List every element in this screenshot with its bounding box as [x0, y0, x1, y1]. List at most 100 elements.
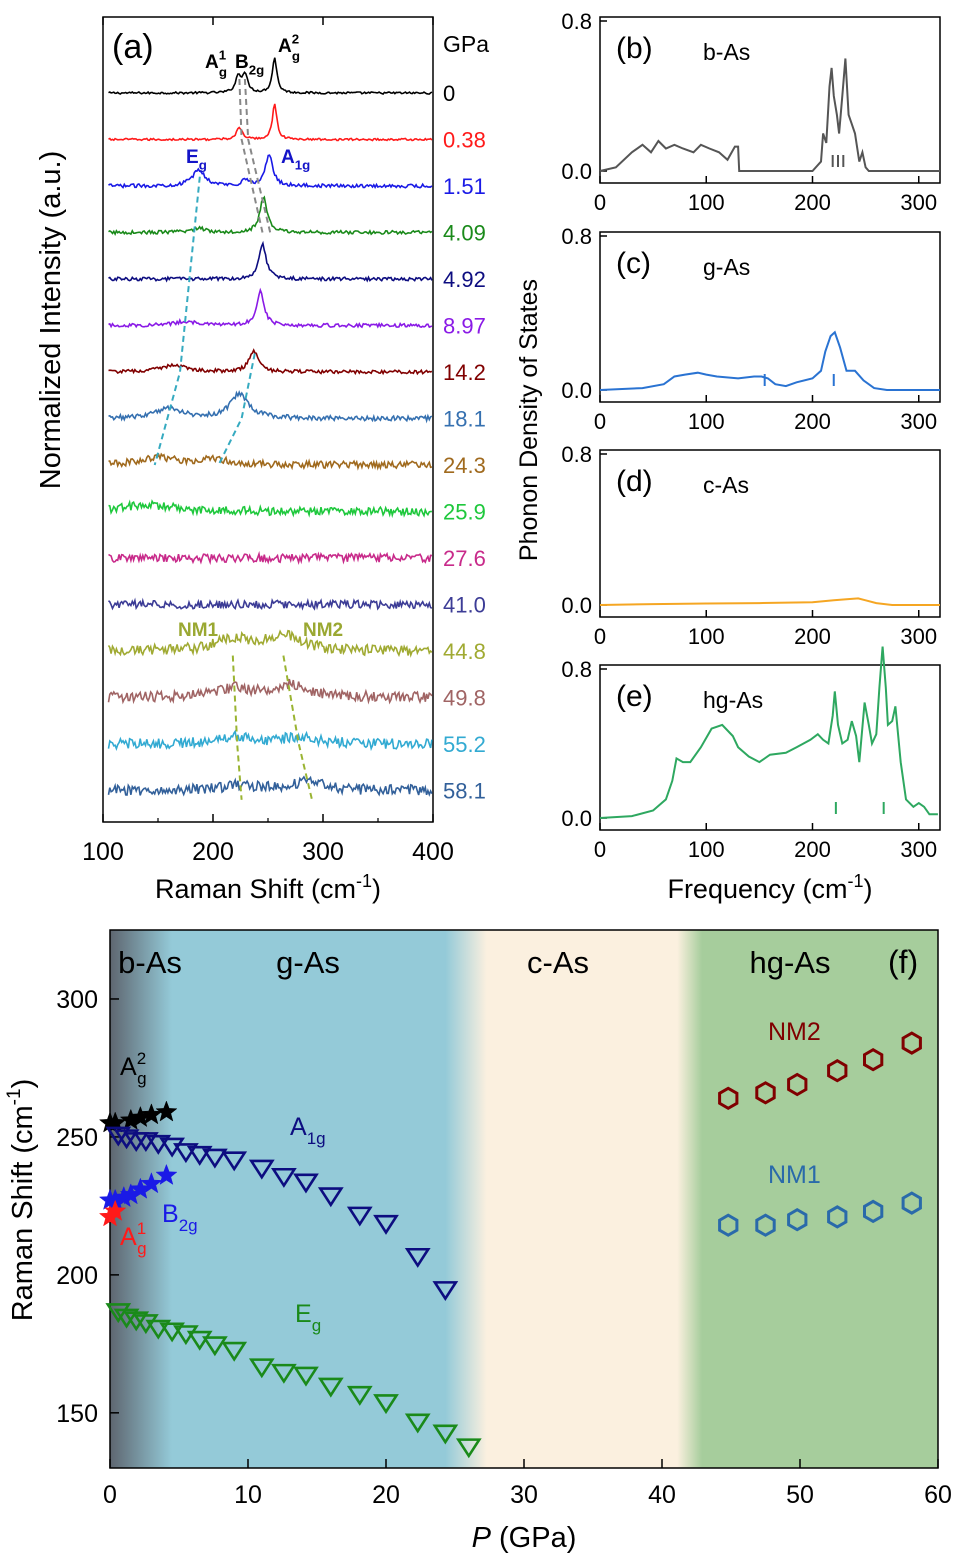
series-label-E_g: Eg: [295, 1300, 321, 1335]
panel-f-y-axis-label: Raman Shift (cm-1): [4, 1079, 39, 1322]
panel-a-x-tick-label: 100: [82, 838, 124, 866]
panel-f-x-tick-label: 0: [103, 1481, 117, 1509]
panel-a-tag: (a): [112, 28, 154, 66]
dos-panel-frame: [599, 231, 941, 403]
panel-f-series: [98, 1031, 922, 1459]
panel-a-x-tick-label: 200: [192, 838, 234, 866]
point-NM2: [755, 1081, 776, 1105]
pressure-label: 4.92: [443, 267, 486, 292]
point-E_g: [221, 1341, 248, 1362]
panel-f-tag: (f): [888, 944, 918, 980]
dos-y-tick-label: 0.0: [561, 593, 592, 618]
point-E_g: [455, 1438, 482, 1459]
panel-a-x-tick-label: 400: [412, 838, 454, 866]
phase-label-g-As: g-As: [276, 945, 340, 980]
panel-f-phase-background: [110, 930, 938, 1468]
panel-f-series-labels: A2 g B2g A1 g A1g Eg NM2 NM1: [120, 1018, 821, 1335]
dos-x-tick-label: 200: [794, 624, 831, 649]
panel-f-x-tick-label: 10: [234, 1481, 262, 1509]
point-A_g^2: [155, 1100, 178, 1122]
spectrum-0-gpa: [108, 57, 433, 95]
dos-panel-tag: (b): [616, 32, 653, 65]
mode-label-nm1: NM1: [178, 620, 219, 641]
dos-y-tick-label: 0.8: [561, 224, 592, 249]
point-A_1g: [317, 1187, 344, 1208]
dos-x-tick-label: 0: [594, 624, 606, 649]
point-NM2: [863, 1047, 884, 1072]
point-A_1g: [186, 1145, 213, 1166]
spectrum-24.3-gpa: [108, 452, 433, 471]
dos-phase-name: c-As: [703, 472, 749, 498]
spectrum-8.97-gpa: [108, 287, 433, 329]
dos-panel-frame: [599, 449, 941, 618]
point-B_2g: [155, 1163, 178, 1185]
pressure-label: 49.8: [443, 686, 486, 711]
spectrum-49.8-gpa: [107, 678, 433, 705]
phase-label-c-As: c-As: [527, 945, 589, 980]
spectrum-25.9-gpa: [108, 499, 433, 519]
spectrum-1.51-gpa: [108, 154, 433, 190]
panel-a-unit-label: GPa: [443, 31, 489, 57]
panel-f-x-tick-label: 60: [924, 1481, 952, 1509]
panel-a-x-ticks: 100 200 300 400: [82, 17, 454, 866]
phase-label-hg-As: hg-As: [750, 945, 831, 980]
panel-f-x-tick-label: 30: [510, 1481, 538, 1509]
panel-a-frame: [102, 16, 434, 823]
panel-a-y-axis-label: Normalized Intensity (a.u.): [35, 151, 67, 489]
dos-panel-b-As: 0 100 200 300 0.0 0.8 (b) b-As: [561, 9, 941, 215]
dos-x-tick-label: 300: [900, 409, 937, 434]
point-A_1g: [270, 1167, 297, 1188]
point-NM1: [755, 1213, 776, 1237]
pressure-label: 0: [443, 81, 455, 106]
phase-label-b-As: b-As: [118, 945, 182, 980]
dos-x-tick-label: 300: [900, 624, 937, 649]
spectrum-44.8-gpa: [107, 629, 433, 658]
dos-x-axis-label: Frequency (cm-1): [667, 871, 872, 904]
panel-dos: 0 100 200 300 0.0 0.8 (b) b-As 0 100 200 300 0.0 0.8 (…: [515, 9, 941, 904]
series-label-A_g^2: A2 g: [120, 1049, 147, 1088]
point-NM1: [863, 1199, 884, 1224]
dos-x-tick-label: 300: [900, 837, 937, 862]
panel-f-x-tick-label: 40: [648, 1481, 676, 1509]
panel-f-x-tick-label: 20: [372, 1481, 400, 1509]
point-E_g: [201, 1336, 228, 1357]
point-NM1: [901, 1191, 922, 1215]
panel-f-y-tick-label: 200: [56, 1262, 98, 1290]
dos-panel-frame: [599, 16, 941, 184]
mode-label-nm2: NM2: [303, 620, 343, 641]
spectrum-41.0-gpa: [107, 597, 433, 611]
series-label-A_1g: A1g: [290, 1113, 326, 1148]
point-A_1g: [221, 1151, 248, 1172]
point-NM2: [827, 1058, 848, 1083]
point-A_1g: [113, 1129, 140, 1150]
dos-phase-name: b-As: [703, 39, 750, 65]
point-E_g: [248, 1358, 275, 1379]
dos-phase-name: hg-As: [703, 687, 763, 713]
dos-y-axis-label: Phonon Density of States: [515, 279, 543, 561]
panel-a-mode-labels: A1 g B2g A2 g Eg A1g NM1 NM2: [178, 31, 343, 641]
point-E_g: [123, 1311, 150, 1332]
pressure-label: 27.6: [443, 546, 486, 571]
point-B_2g: [140, 1172, 163, 1194]
point-E_g: [113, 1308, 140, 1329]
point-E_g: [105, 1303, 132, 1324]
pressure-label: 41.0: [443, 593, 486, 618]
dos-x-tick-label: 200: [794, 409, 831, 434]
dos-panel-frame: [599, 664, 941, 831]
series-label-NM1: NM1: [768, 1161, 821, 1189]
dos-curve-b-As: [599, 58, 940, 172]
mode-label-b2g: B2g: [235, 52, 264, 78]
spectrum-4.09-gpa: [108, 195, 433, 236]
point-E_g: [132, 1314, 159, 1335]
pressure-label: 25.9: [443, 500, 486, 525]
dos-x-tick-label: 100: [688, 624, 725, 649]
panel-f-y-tick-label: 250: [56, 1124, 98, 1152]
dos-y-tick-label: 0.0: [561, 159, 592, 184]
dos-x-tick-label: 200: [794, 837, 831, 862]
point-A_g^1: [104, 1199, 127, 1221]
spectrum-0.38-gpa: [108, 103, 433, 142]
series-label-A_g^1: A1 g: [120, 1219, 147, 1258]
dos-panel-c-As: 0 100 200 300 0.0 0.8 (d) c-As: [561, 442, 941, 649]
dos-y-tick-label: 0.8: [561, 657, 592, 682]
